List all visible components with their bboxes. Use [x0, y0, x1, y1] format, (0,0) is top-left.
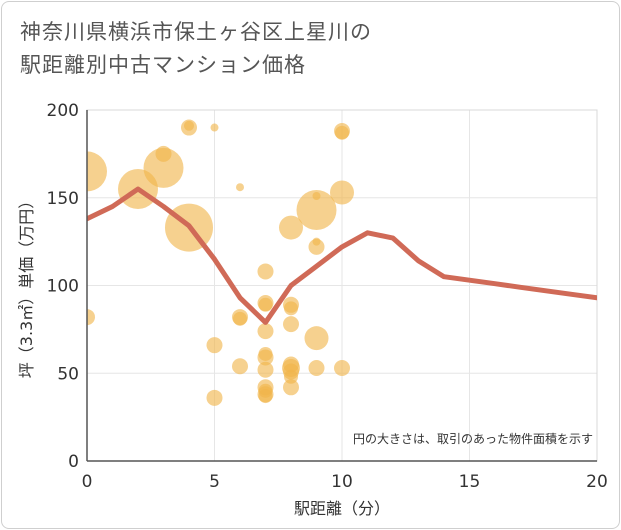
bubble-point	[330, 180, 354, 205]
bubble-point	[283, 379, 299, 396]
bubble-point	[206, 337, 223, 354]
bubble-point	[279, 215, 303, 240]
x-tick-label: 10	[331, 472, 353, 492]
bubble-point	[232, 358, 248, 375]
y-tick-label: 50	[57, 364, 79, 384]
bubble-point	[258, 297, 273, 312]
bubble-point	[308, 238, 325, 255]
bubble-point	[334, 359, 350, 376]
chart-title-line2: 駅距離別中古マンション価格	[20, 53, 306, 77]
chart-note: 円の大きさは、取引のあった物件面積を示す	[353, 431, 593, 446]
bubble-point	[184, 120, 194, 131]
bubble-point	[87, 309, 95, 326]
bubble-point	[308, 359, 325, 376]
bubble-point	[284, 301, 298, 316]
y-tick-label: 150	[47, 189, 79, 209]
bubble-point	[312, 191, 321, 200]
bubble-point	[257, 361, 274, 378]
bubble-point	[257, 263, 274, 280]
y-tick-label: 100	[47, 277, 79, 297]
bubble-point	[283, 316, 299, 333]
bubble-layer	[87, 119, 354, 406]
bubble-point	[257, 349, 274, 366]
x-tick-label: 20	[586, 472, 608, 492]
bubble-point	[258, 389, 273, 404]
average-price-line	[87, 186, 597, 325]
y-tick-label: 0	[68, 452, 79, 472]
chart-title: 神奈川県横浜市保土ヶ谷区上星川の 駅距離別中古マンション価格	[20, 16, 372, 82]
bubble-point	[143, 147, 184, 188]
bubble-point	[210, 123, 219, 132]
y-tick-label: 200	[47, 101, 79, 121]
x-tick-label: 5	[209, 472, 220, 492]
bubble-point	[233, 311, 247, 326]
bubble-point	[87, 151, 107, 192]
x-tick-label: 15	[459, 472, 481, 492]
bubble-point	[206, 389, 223, 406]
x-tick-label: 0	[82, 472, 93, 492]
x-axis-label: 駅距離（分）	[294, 499, 390, 518]
bubble-point	[296, 190, 337, 231]
bubble-point	[236, 183, 244, 192]
bubble-point	[304, 326, 329, 351]
bubble-point	[335, 125, 349, 140]
chart-title-line1: 神奈川県横浜市保土ヶ谷区上星川の	[20, 20, 372, 44]
y-axis-label: 坪（3.3㎡）単価（万円）	[17, 193, 36, 378]
bubble-point	[257, 323, 274, 340]
